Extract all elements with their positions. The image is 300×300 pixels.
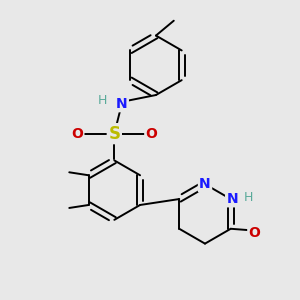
Text: O: O (146, 127, 158, 141)
Text: H: H (98, 94, 107, 107)
Text: N: N (199, 177, 211, 191)
Text: N: N (116, 97, 128, 111)
Text: S: S (108, 125, 120, 143)
Text: O: O (249, 226, 260, 240)
Text: N: N (226, 192, 238, 206)
Text: H: H (244, 191, 253, 204)
Text: O: O (71, 127, 83, 141)
